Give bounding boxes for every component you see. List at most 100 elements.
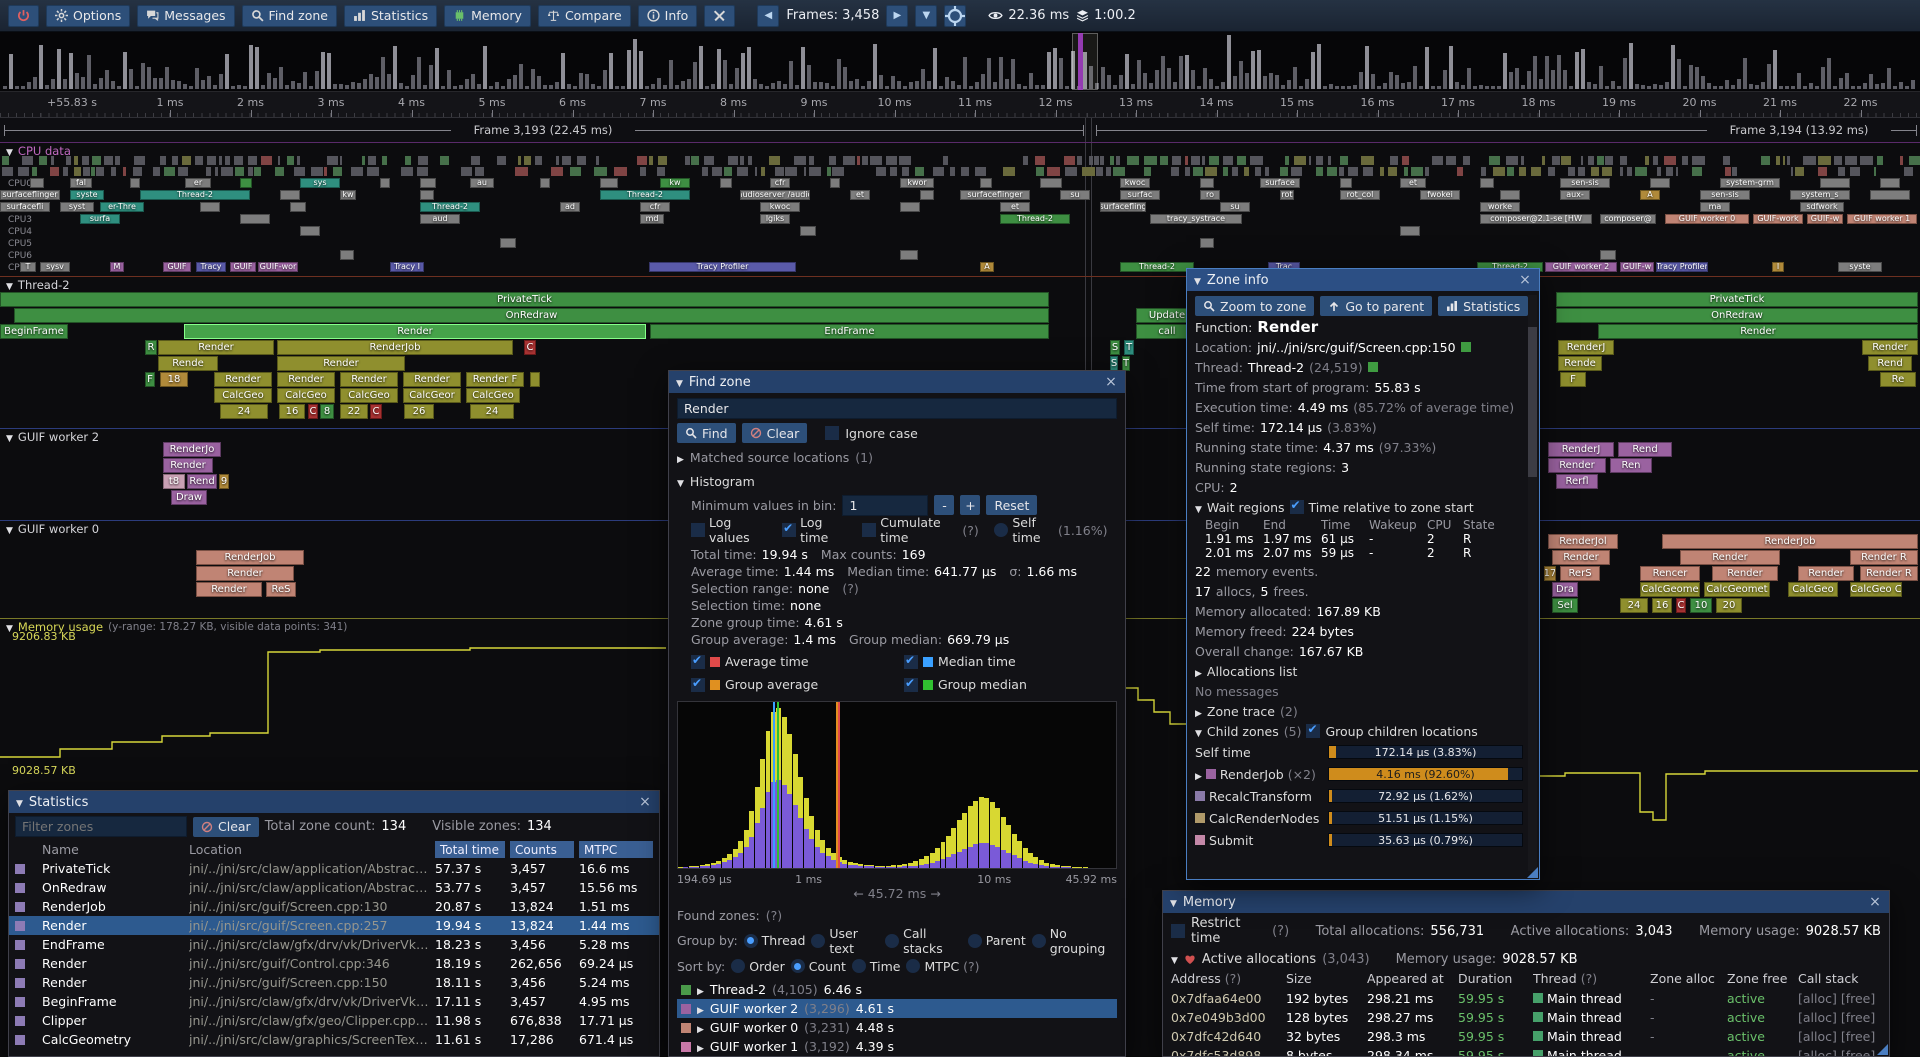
frame-time-bar[interactable] — [1767, 63, 1771, 89]
timeline-zone[interactable]: PrivateTick — [1556, 292, 1918, 307]
timeline-zone[interactable]: RenderJob — [1662, 534, 1918, 549]
column-header-total-time[interactable]: Total time — [435, 841, 505, 858]
timeline-zone[interactable]: CalcGeomet — [1704, 582, 1770, 597]
frame-time-bar[interactable] — [207, 75, 211, 89]
expand-icon[interactable] — [1195, 767, 1202, 782]
frame-time-bar[interactable] — [1899, 82, 1903, 89]
timeline-zone[interactable] — [900, 250, 918, 260]
timeline-zone[interactable]: 18 — [160, 372, 188, 387]
frame-time-bar[interactable] — [627, 50, 631, 89]
info-button[interactable]: Info — [637, 4, 698, 27]
collapse-icon[interactable] — [16, 795, 23, 810]
timeline-zone[interactable]: ma — [1700, 202, 1730, 212]
frame-time-bar[interactable] — [81, 76, 85, 89]
go-to-parent-button[interactable]: Go to parent — [1320, 296, 1433, 316]
frame-time-bar[interactable] — [333, 84, 337, 89]
messages-button[interactable]: Messages — [137, 4, 235, 27]
frame-time-bar[interactable] — [87, 55, 91, 89]
frame-time-bar[interactable] — [237, 85, 241, 89]
frame-time-bar[interactable] — [585, 74, 589, 89]
close-icon[interactable] — [1518, 273, 1532, 287]
timeline-zone[interactable]: er-Thre — [100, 202, 144, 212]
frame-time-bar[interactable] — [669, 60, 673, 89]
frame-time-bar[interactable] — [63, 79, 67, 89]
timeline-zone[interactable]: Render — [214, 372, 272, 387]
histogram-range-label[interactable]: ← 45.72 ms → — [853, 886, 941, 902]
frame-time-bar[interactable] — [1773, 50, 1777, 89]
frame-time-bar[interactable] — [1263, 76, 1267, 89]
frame-time-bar[interactable] — [297, 82, 301, 89]
timeline-zone[interactable] — [1480, 178, 1494, 188]
frame-time-bar[interactable] — [573, 85, 577, 89]
timeline-zone[interactable]: RenderJob — [277, 340, 513, 355]
find-zone-button[interactable]: Find zone — [241, 4, 337, 27]
frame-time-bar[interactable] — [1035, 85, 1039, 89]
timeline-zone[interactable]: GUIF worker 1 — [1847, 214, 1917, 224]
collapse-icon[interactable] — [1195, 500, 1202, 515]
timeline-zone[interactable]: worke — [1480, 202, 1520, 212]
frame-time-bar[interactable] — [1593, 83, 1597, 89]
frame-time-bar[interactable] — [1329, 84, 1333, 89]
frame-time-bar[interactable] — [453, 86, 457, 89]
frame-time-bar[interactable] — [1029, 72, 1033, 89]
child-zone-row[interactable]: RecalcTransform 72.92 µs (1.62%) — [1195, 786, 1523, 806]
ignore-case-checkbox[interactable] — [825, 426, 840, 440]
timeline-zone[interactable] — [500, 238, 516, 248]
frame-time-bar[interactable] — [831, 85, 835, 89]
timeline-zone[interactable]: Render — [1798, 566, 1854, 581]
frame-time-bar[interactable] — [579, 73, 583, 89]
timeline-zone[interactable]: Render — [1862, 340, 1918, 355]
frame-time-bar[interactable] — [1713, 85, 1717, 89]
group-by-option-no-grouping[interactable]: No grouping — [1031, 926, 1117, 956]
frame-time-bar[interactable] — [399, 83, 403, 89]
timeline-zone[interactable]: sysv — [40, 262, 70, 272]
timeline-zone[interactable]: kwoc — [1120, 178, 1150, 188]
timeline-zone[interactable]: CalcGeo — [277, 388, 335, 403]
frame-time-bar[interactable] — [1737, 78, 1741, 89]
timeline-zone[interactable] — [420, 178, 436, 188]
frame-time-bar[interactable] — [1743, 58, 1747, 89]
timeline-zone[interactable]: Dra — [1552, 582, 1578, 597]
collapse-icon[interactable] — [6, 522, 13, 536]
expand-icon[interactable] — [677, 450, 684, 465]
collapse-icon[interactable] — [1195, 724, 1202, 739]
frame-time-bar[interactable] — [735, 68, 739, 89]
frame-time-bar[interactable] — [1887, 68, 1891, 89]
frame-time-bar[interactable] — [657, 77, 661, 89]
timeline-zone[interactable]: Render R — [1860, 566, 1918, 581]
sort-by-option-time[interactable]: Time — [851, 956, 900, 976]
timeline-zone[interactable]: aux- — [1560, 190, 1590, 200]
frame-time-bar[interactable] — [75, 72, 79, 89]
frame-time-bar[interactable] — [45, 84, 49, 89]
frame-time-bar[interactable] — [507, 78, 511, 89]
frame-time-bar[interactable] — [1479, 85, 1483, 89]
allocation-row[interactable]: 0x7dfc53d898 8 bytes 298.34 ms 59.95 s Main … — [1163, 1045, 1889, 1056]
allocation-address[interactable]: 0x7dfaa64e00 — [1171, 990, 1262, 1006]
frame-time-bar[interactable] — [729, 83, 733, 89]
checkbox[interactable] — [862, 523, 877, 538]
expand-icon[interactable] — [697, 982, 704, 997]
timeline-zone[interactable]: M — [110, 262, 124, 272]
frame-time-bar[interactable] — [1701, 75, 1705, 89]
statistics-titlebar[interactable]: Statistics — [9, 791, 659, 813]
column-header-location[interactable]: Location — [189, 842, 242, 857]
frame-time-bar[interactable] — [417, 56, 421, 89]
timeline-zone[interactable]: Render — [1548, 458, 1606, 473]
zone-trace-row[interactable]: Zone trace(2) — [1195, 702, 1523, 720]
frame-time-bar[interactable] — [1689, 65, 1693, 89]
frame-time-bar[interactable] — [315, 71, 319, 89]
frame-time-bar[interactable] — [111, 80, 115, 89]
frame-time-bar[interactable] — [1065, 86, 1069, 89]
zone-group-row[interactable]: GUIF worker 0(3,231)4.48 s — [677, 1018, 1117, 1037]
table-row[interactable]: PrivateTick jni/../jni/src/claw/applicati… — [9, 859, 659, 878]
frame-time-bar[interactable] — [933, 48, 937, 89]
frame-time-bar[interactable] — [51, 79, 55, 89]
frame-time-bar[interactable] — [3, 86, 7, 89]
frame-time-bar[interactable] — [519, 64, 523, 89]
frame-time-bar[interactable] — [555, 81, 559, 89]
frame-time-bar[interactable] — [147, 67, 151, 89]
sort-by-option-mtpc[interactable]: MTPC (?) — [906, 956, 980, 976]
close-icon[interactable] — [1104, 375, 1118, 389]
frame-time-bar[interactable] — [195, 68, 199, 89]
frame-time-bar[interactable] — [501, 86, 505, 89]
